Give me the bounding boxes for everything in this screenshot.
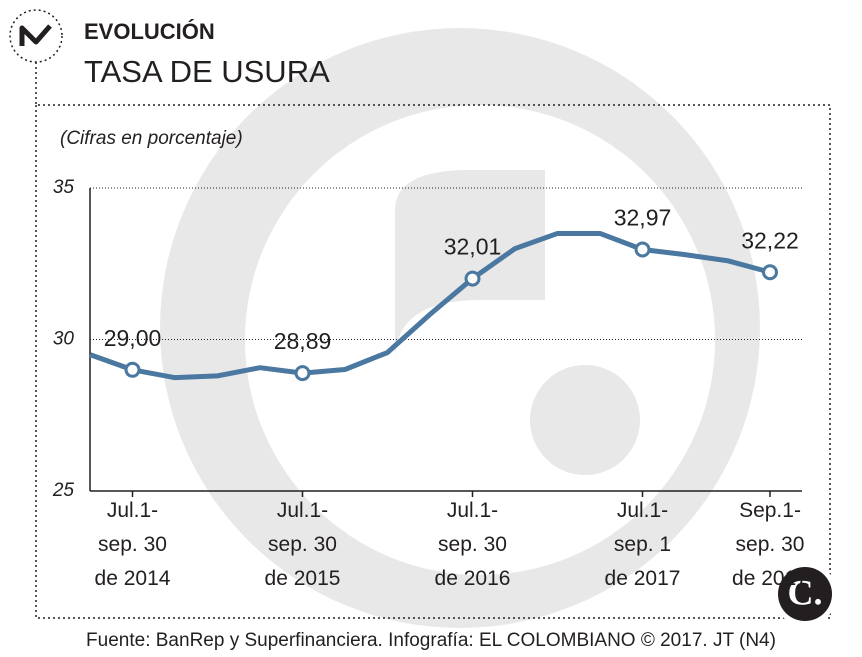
source: Fuente: BanRep y Superfinanciera. Infogr… [86,630,776,651]
chart-title: TASA DE USURA [84,54,330,89]
frame [35,62,831,619]
x-tick-label: Jul.1-sep. 30 de 2015 [265,499,341,590]
x-tick-label: Sep.1-sep. 30 de 2017 [732,499,808,590]
value-label: 32,01 [444,234,502,260]
value-label: 29,00 [104,325,162,351]
y-tick-label: 30 [53,329,75,350]
y-tick-label: 35 [53,177,75,198]
subtitle: (Cifras en porcentaje) [60,128,243,149]
point [464,270,481,287]
value-label: 32,97 [614,205,672,231]
logo-icon [9,9,63,63]
y-tick-label: 25 [52,480,75,501]
value-label: 32,22 [741,227,799,253]
value-label: 28,89 [274,328,332,354]
svg-text:C.: C. [788,572,823,612]
x-tick-label: Jul.1-sep. 1 de 2017 [605,499,681,590]
point [762,264,778,281]
point [124,361,141,378]
kicker: EVOLUCIÓN [84,19,215,44]
brand-logo: C. [773,562,837,626]
point [294,365,311,382]
x-tick-label: Jul.1-sep. 30 de 2014 [95,499,171,590]
line [89,230,771,381]
point [634,241,651,258]
x-tick-label: Jul.1-sep. 30 de 2016 [435,499,511,590]
